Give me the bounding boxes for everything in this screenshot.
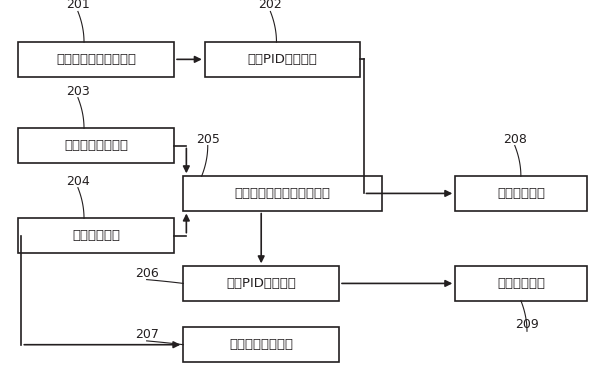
Text: 206: 206 <box>135 267 158 280</box>
Bar <box>455 266 587 301</box>
Bar <box>183 266 339 301</box>
Text: 202: 202 <box>258 0 282 11</box>
Text: 204: 204 <box>66 175 90 188</box>
Bar <box>183 176 382 211</box>
Bar <box>183 327 339 362</box>
Text: 盘管温度获取单元: 盘管温度获取单元 <box>64 139 128 152</box>
Text: 205: 205 <box>196 133 220 146</box>
Text: 盘温PID运算单元: 盘温PID运算单元 <box>226 277 296 290</box>
Bar <box>18 218 174 253</box>
Text: 201: 201 <box>66 0 90 11</box>
Text: 第二控制单元: 第二控制单元 <box>497 277 545 290</box>
Text: 209: 209 <box>515 318 539 331</box>
Text: 室内环境温度获取单元: 室内环境温度获取单元 <box>56 53 136 66</box>
Text: 207: 207 <box>134 328 159 341</box>
Bar <box>455 176 587 211</box>
Text: 红外测距单元: 红外测距单元 <box>72 229 120 242</box>
Text: 实时盘管目标温度获取单元: 实时盘管目标温度获取单元 <box>235 187 331 200</box>
Text: 第一控制单元: 第一控制单元 <box>497 187 545 200</box>
Bar <box>18 42 174 77</box>
Text: 208: 208 <box>503 133 527 146</box>
Bar <box>18 128 174 163</box>
Bar <box>205 42 360 77</box>
Text: 控制模式选择单元: 控制模式选择单元 <box>229 338 293 351</box>
Text: 203: 203 <box>66 85 90 98</box>
Text: 室温PID运算单元: 室温PID运算单元 <box>247 53 318 66</box>
